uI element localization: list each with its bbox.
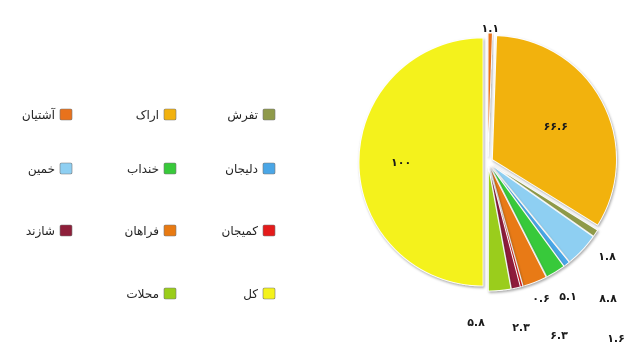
pie-slice xyxy=(358,37,484,287)
legend-item: دلیجان xyxy=(225,162,276,176)
legend-label: خمین xyxy=(28,162,55,177)
pie-slice xyxy=(487,32,493,158)
legend-swatch xyxy=(262,287,276,300)
legend-item: اراک xyxy=(136,108,177,123)
data-labels: ۱۰۰ ۱.۱ ۶۶.۶ ۱.۸ ۸.۸ ۱.۶ ۵.۱ ۶.۳ ۰.۶ ۲.۳ ۵.۸ xyxy=(391,22,625,345)
legend-label: خنداب xyxy=(127,162,159,176)
data-label: ۱.۱ xyxy=(481,22,499,35)
legend-swatch xyxy=(163,108,177,121)
legend-label: کل xyxy=(243,287,258,301)
legend-label: اراک xyxy=(136,108,159,123)
pie-slice xyxy=(491,164,599,237)
legend-swatch xyxy=(262,224,276,237)
pie-slice xyxy=(490,166,565,278)
legend-label: محلات xyxy=(126,287,159,301)
legend-swatch xyxy=(163,224,177,237)
legend-label: کمیجان xyxy=(222,224,259,238)
chart-legend: تفرش اراک آشتیان دلیجان خنداب خمین کمیجان فراها… xyxy=(22,107,276,301)
legend-swatch xyxy=(163,287,177,300)
data-label: ۱۰۰ xyxy=(391,156,411,169)
legend-item: آشتیان xyxy=(22,107,73,122)
pie-slice xyxy=(489,166,547,287)
legend-item: شازند xyxy=(26,224,73,239)
legend-label: فراهان xyxy=(125,224,160,239)
data-label: ۵.۸ xyxy=(467,316,485,329)
legend-item: کل xyxy=(243,287,276,301)
data-label: ۵.۱ xyxy=(559,290,577,303)
data-label: ۱.۶ xyxy=(607,332,625,345)
pie-slices xyxy=(358,32,617,292)
legend-label: تفرش xyxy=(227,108,258,123)
data-label: ۲.۳ xyxy=(512,321,530,334)
legend-swatch xyxy=(59,108,73,121)
pie-slice xyxy=(491,165,594,263)
pie-slice xyxy=(490,165,570,267)
legend-item: کمیجان xyxy=(222,224,276,238)
data-label: ۰.۶ xyxy=(532,292,550,305)
legend-label: آشتیان xyxy=(22,107,56,122)
pie-slice xyxy=(492,35,617,226)
legend-swatch xyxy=(163,162,177,175)
legend-item: خنداب xyxy=(127,162,177,176)
legend-swatch xyxy=(262,108,276,121)
data-label: ۱.۸ xyxy=(598,250,616,263)
data-label: ۸.۸ xyxy=(599,292,617,305)
legend-item: فراهان xyxy=(125,224,177,239)
legend-label: شازند xyxy=(26,224,55,239)
legend-item: محلات xyxy=(126,287,177,301)
data-label: ۶.۳ xyxy=(550,329,568,342)
pie-slice xyxy=(488,166,521,290)
legend-swatch xyxy=(59,224,73,237)
data-label: ۶۶.۶ xyxy=(544,120,568,133)
pie-slice xyxy=(488,166,512,292)
legend-swatch xyxy=(59,162,73,175)
legend-item: تفرش xyxy=(227,108,276,123)
legend-item: خمین xyxy=(28,162,73,177)
legend-label: دلیجان xyxy=(225,162,258,176)
legend-swatch xyxy=(262,162,276,175)
